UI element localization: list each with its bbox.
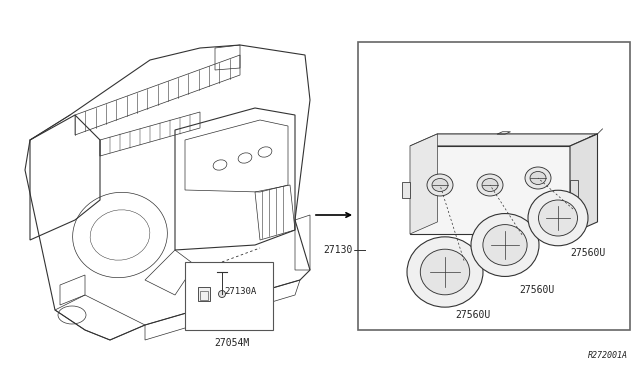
Ellipse shape bbox=[477, 174, 503, 196]
Bar bbox=[358, 42, 630, 330]
Ellipse shape bbox=[471, 214, 539, 276]
Ellipse shape bbox=[525, 167, 551, 189]
Polygon shape bbox=[410, 134, 438, 234]
Ellipse shape bbox=[482, 179, 498, 192]
Bar bbox=[200, 291, 208, 300]
Ellipse shape bbox=[538, 200, 577, 236]
Text: 27560U: 27560U bbox=[455, 310, 490, 320]
Ellipse shape bbox=[427, 174, 453, 196]
Ellipse shape bbox=[420, 249, 470, 295]
Text: 27054M: 27054M bbox=[214, 338, 250, 348]
Polygon shape bbox=[402, 182, 410, 198]
Text: 27560U: 27560U bbox=[519, 285, 554, 295]
Polygon shape bbox=[410, 134, 598, 146]
Circle shape bbox=[218, 291, 225, 298]
Text: 27560U: 27560U bbox=[570, 248, 605, 258]
Polygon shape bbox=[570, 180, 578, 200]
Polygon shape bbox=[570, 134, 598, 234]
Ellipse shape bbox=[432, 179, 448, 192]
Polygon shape bbox=[410, 146, 570, 234]
Ellipse shape bbox=[483, 225, 527, 265]
Ellipse shape bbox=[530, 171, 546, 185]
Ellipse shape bbox=[528, 190, 588, 246]
Bar bbox=[185, 262, 273, 330]
Bar bbox=[198, 287, 210, 301]
Text: 27130: 27130 bbox=[324, 245, 353, 255]
Text: R272001A: R272001A bbox=[588, 351, 628, 360]
Text: 27130A: 27130A bbox=[224, 288, 256, 296]
Ellipse shape bbox=[407, 237, 483, 307]
